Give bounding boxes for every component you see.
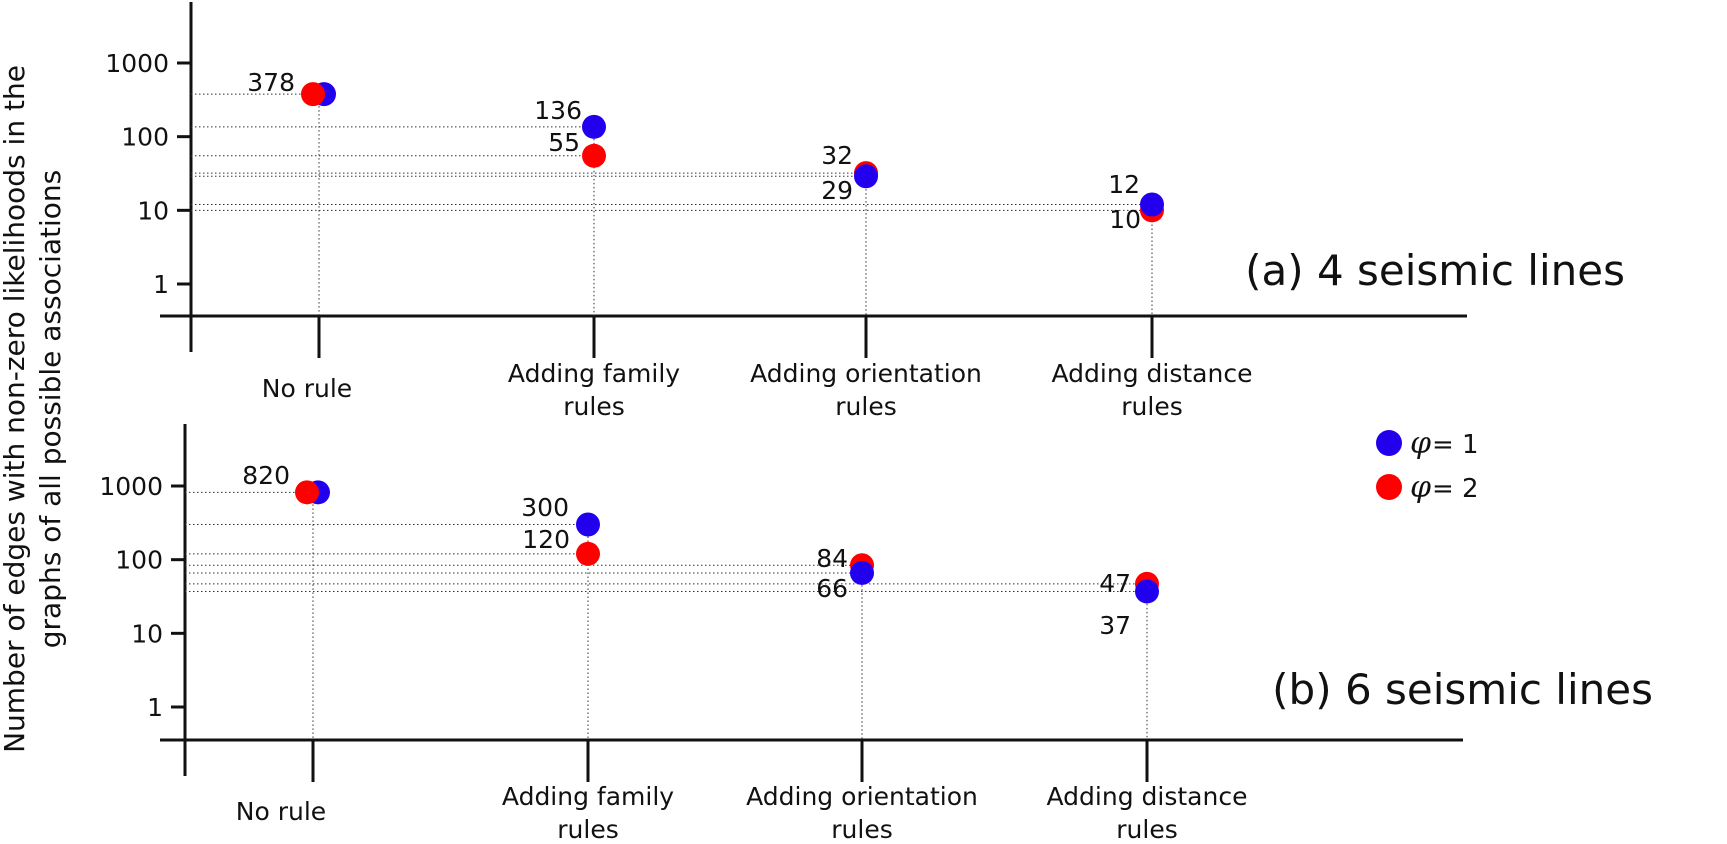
data-point-phi1: [576, 512, 600, 537]
y-tick-label-1000: 1000: [99, 472, 163, 501]
data-label: 300: [521, 493, 569, 522]
category-label: Adding family: [508, 359, 680, 388]
category-label: Adding distance: [1052, 359, 1253, 388]
data-label: 37: [1099, 611, 1131, 640]
category-label: Adding orientation: [746, 782, 978, 811]
category-label: Adding orientation: [750, 359, 982, 388]
data-label: 84: [816, 544, 848, 573]
data-point-phi2: [301, 82, 325, 107]
data-label: 29: [821, 176, 853, 205]
category-label: rules: [835, 392, 896, 421]
category-label: Adding distance: [1047, 782, 1248, 811]
data-point-phi1: [582, 114, 606, 139]
data-label: 12: [1108, 170, 1140, 199]
panel-a-chart: 1 10 100 1000 No rule Adding family rules Addin…: [105, 2, 1625, 421]
data-label: 66: [816, 574, 848, 603]
legend-marker-phi-2: [1376, 474, 1402, 500]
y-tick-label-1: 1: [153, 270, 169, 299]
data-point-phi1: [854, 164, 878, 189]
legend-symbol-phi-2: φ: [1410, 470, 1431, 505]
data-label: 136: [534, 96, 582, 125]
y-tick-label-10: 10: [137, 196, 169, 225]
data-point-phi2: [582, 143, 606, 168]
legend-label-phi-1: = 1: [1432, 430, 1479, 460]
legend-marker-phi-1: [1376, 430, 1402, 456]
data-label: 47: [1099, 569, 1131, 598]
y-axis-label-line1: Number of edges with non-zero likelihood…: [0, 65, 31, 753]
panel-title: (a) 4 seismic lines: [1245, 246, 1625, 295]
panel-b-chart: 1 10 100 1000 No rule Adding family rules Addin…: [99, 424, 1653, 844]
panel-title: (b) 6 seismic lines: [1272, 665, 1653, 714]
data-label: 820: [242, 461, 290, 490]
y-tick-label-1: 1: [147, 693, 163, 722]
category-label: rules: [831, 815, 892, 844]
category-label: rules: [557, 815, 618, 844]
data-label: 10: [1109, 205, 1141, 234]
y-tick-label-100: 100: [121, 123, 169, 152]
category-label: rules: [1121, 392, 1182, 421]
data-label: 378: [247, 68, 295, 97]
category-label: rules: [563, 392, 624, 421]
y-axis-label-line2: graphs of all possible associations: [34, 170, 67, 649]
category-label: No rule: [262, 374, 352, 403]
data-point-phi1: [850, 560, 874, 585]
legend-symbol-phi-1: φ: [1410, 426, 1431, 461]
y-tick-label-100: 100: [115, 546, 163, 575]
data-label: 120: [522, 525, 570, 554]
data-point-phi2: [295, 480, 319, 505]
y-tick-label-10: 10: [131, 619, 163, 648]
data-point-phi2: [576, 541, 600, 566]
category-label: No rule: [236, 797, 326, 826]
data-label: 32: [821, 141, 853, 170]
category-label: Adding family: [502, 782, 674, 811]
data-point-phi1: [1140, 192, 1164, 217]
y-tick-label-1000: 1000: [105, 49, 169, 78]
legend: φ = 1 φ = 2: [1376, 426, 1479, 505]
category-label: rules: [1116, 815, 1177, 844]
data-point-phi1: [1135, 579, 1159, 604]
data-label: 55: [548, 128, 580, 157]
legend-label-phi-2: = 2: [1432, 474, 1479, 504]
